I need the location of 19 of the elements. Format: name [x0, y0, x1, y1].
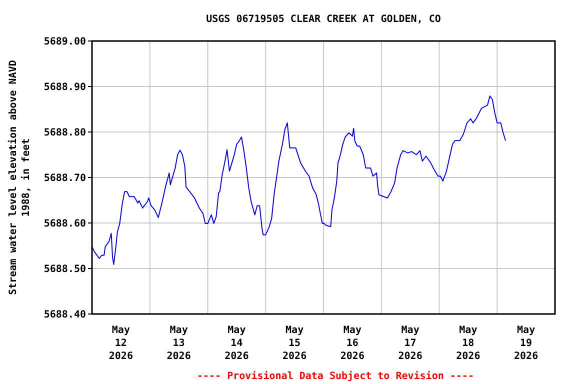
- x-tick-label: May 18 2026: [456, 325, 480, 362]
- x-tick-label: May 17 2026: [398, 325, 422, 362]
- x-tick-label: May 15 2026: [282, 325, 307, 362]
- x-tick-label: May 12 2026: [108, 325, 133, 362]
- text: ---- Provisional Data Subject to Revision ----: [197, 370, 474, 382]
- y-tick-label: 5688.40: [44, 310, 86, 320]
- x-tick-label: May 19 2026: [514, 325, 538, 362]
- y-tick-label: 5689.00: [44, 36, 86, 48]
- y-tick-label: 5688.60: [44, 218, 86, 230]
- y-tick-label: 5688.50: [44, 264, 86, 275]
- x-tick-label: May 16 2026: [340, 325, 364, 362]
- y-tick-label: 5688.80: [44, 128, 86, 138]
- line-series: [92, 96, 506, 265]
- y-axis-title: Stream water level elevation above NAVD 1988, in feet: [7, 60, 32, 295]
- y-tick-label: 5688.90: [44, 82, 86, 93]
- y-tick-label: 5688.70: [44, 173, 86, 184]
- x-tick-label: May 13 2026: [166, 325, 191, 362]
- x-tick-label: May 14 2026: [224, 325, 249, 362]
- chart-title: USGS 06719505 CLEAR CREEK AT GOLDEN, CO: [206, 14, 441, 25]
